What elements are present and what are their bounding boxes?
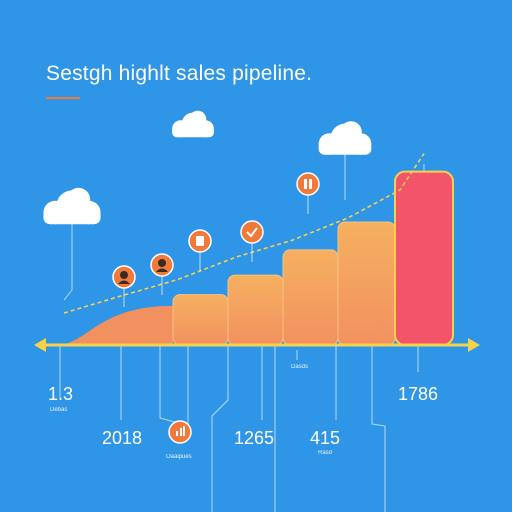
pipeline-bar [60,305,173,345]
pipeline-bar [282,249,339,346]
flag-icon [296,172,320,214]
mid-value-label: 1265 [234,428,275,448]
drop-line [211,345,229,512]
chart-icon [168,420,192,444]
left-caption-label: Debas [50,407,68,413]
cloud-top [172,110,214,138]
top-value-label: 1786 [398,384,439,404]
avatar-icon [150,253,174,295]
cloud-left-connector [63,222,73,301]
avatar-icon [112,265,136,307]
cloud-left [43,187,101,225]
right-value-label: 415 [310,428,341,448]
axis-arrow-right [468,338,480,352]
axis-arrow-left [34,338,46,352]
drop-line [159,345,183,425]
check-icon [240,220,264,262]
mid-caption-label: Dasds [291,364,309,370]
page-title: Sestgh highlt sales pipeline. [46,62,313,85]
trend-line [63,153,425,314]
center-caption-label: Oaaipues [166,454,192,460]
pipeline-bar [172,294,229,346]
cloud-right [318,121,372,155]
year-label: 2018 [102,428,143,448]
right-caption-label: Rasd [318,450,333,456]
pipeline-bar [227,274,284,346]
pipeline-bar [337,221,396,346]
title-underline [46,97,80,99]
document-icon [188,229,212,271]
highlight-bar [394,170,454,346]
drop-line [371,345,386,512]
left-value-label: 1.3 [48,384,74,404]
